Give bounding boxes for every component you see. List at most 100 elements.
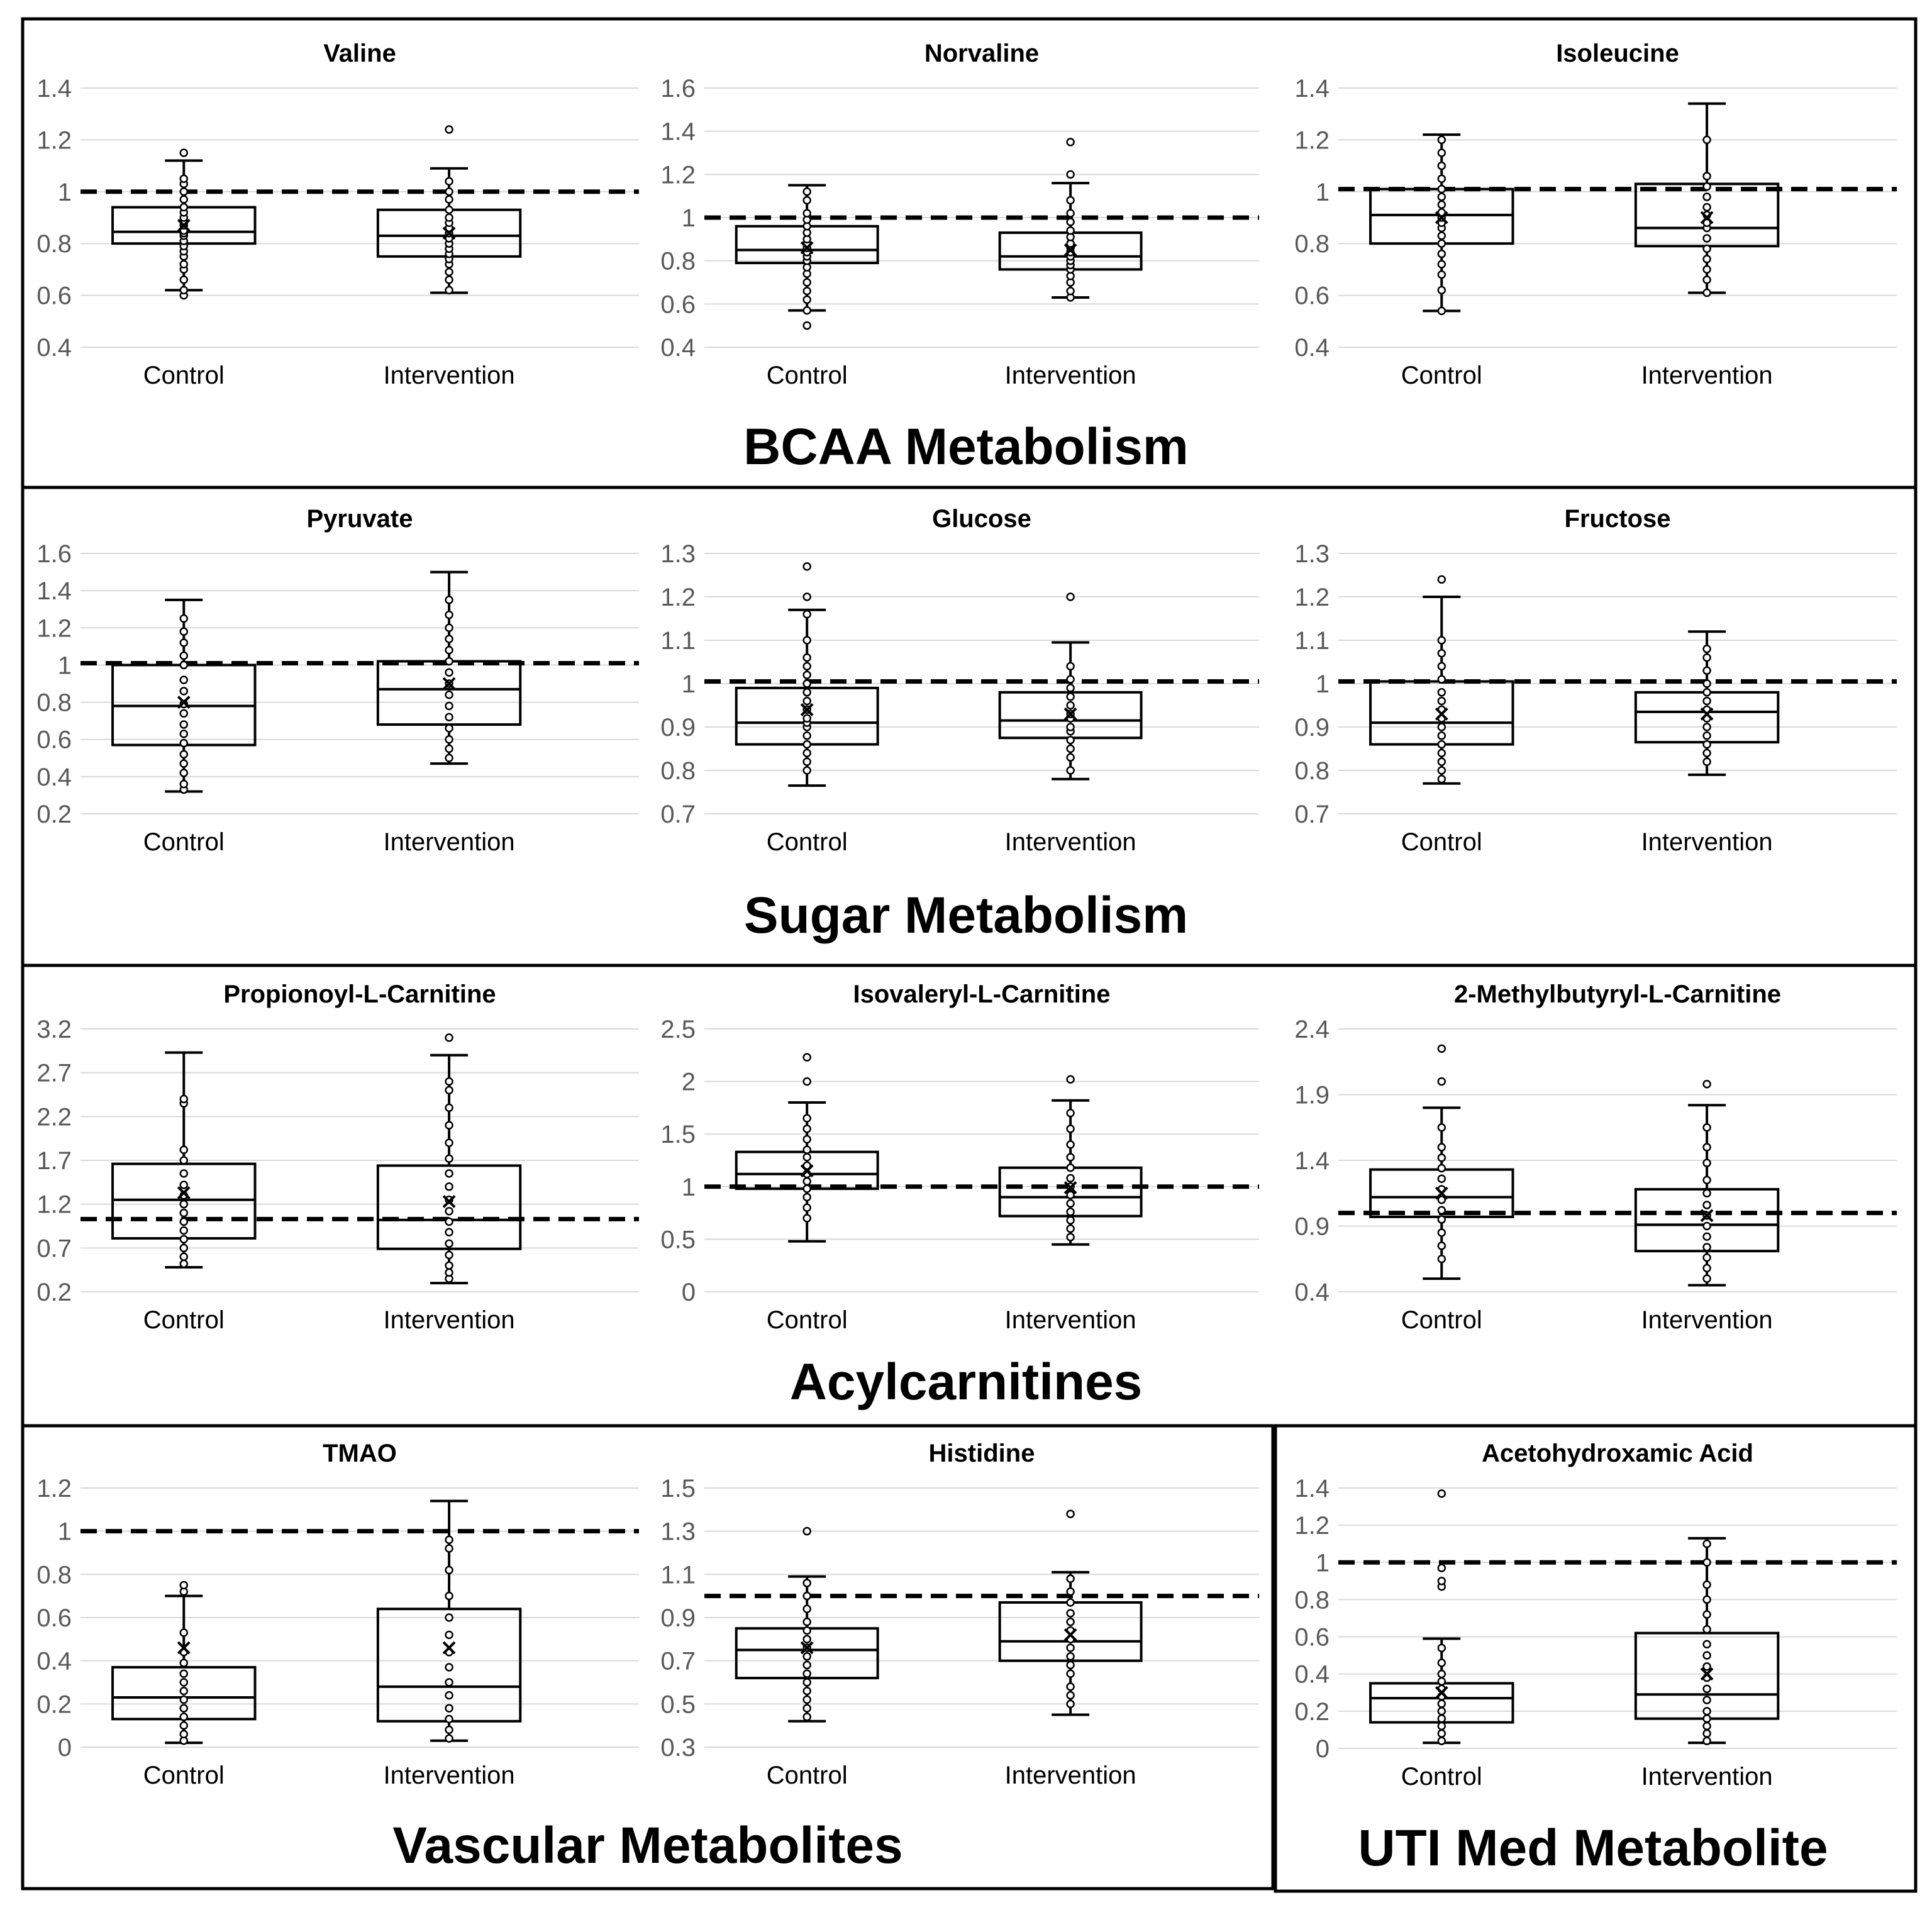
- y-tick-label: 0.6: [1294, 1624, 1330, 1652]
- data-point: [802, 609, 811, 619]
- data-point: [1437, 231, 1446, 240]
- y-tick-label: 1.4: [660, 118, 696, 146]
- data-point: [179, 1678, 189, 1687]
- data-point: [1437, 1123, 1446, 1132]
- data-point: [445, 1033, 453, 1042]
- data-point: [445, 1734, 453, 1743]
- data-point: [445, 1678, 453, 1687]
- data-point: [179, 1180, 189, 1189]
- category-label: Control: [767, 362, 848, 389]
- y-tick-label: 2: [682, 1069, 696, 1096]
- data-point: [1437, 1677, 1446, 1686]
- data-point: [1437, 1643, 1446, 1653]
- data-point: [1437, 1215, 1446, 1224]
- y-tick-label: 0.7: [660, 801, 696, 828]
- data-point: [179, 174, 189, 183]
- data-point: [179, 1235, 189, 1244]
- data-point: [1437, 184, 1446, 194]
- chart-title: Fructose: [1565, 505, 1671, 533]
- data-point: [1066, 1652, 1075, 1661]
- data-point: [1066, 1682, 1075, 1691]
- data-point: [802, 679, 811, 688]
- y-tick-label: 1.1: [660, 1561, 696, 1589]
- y-tick-label: 1.2: [36, 126, 72, 154]
- data-point: [1702, 1189, 1711, 1197]
- category-label: Control: [143, 1306, 225, 1334]
- data-point: [802, 196, 811, 205]
- data-point: [1437, 174, 1446, 183]
- data-point: [1066, 138, 1075, 147]
- box-control: Control: [1369, 1044, 1514, 1334]
- data-point: [1437, 1736, 1446, 1745]
- y-tick-label: 0.4: [36, 764, 72, 791]
- data-point: [445, 286, 453, 295]
- data-point: [179, 1658, 189, 1667]
- data-point: [179, 260, 189, 269]
- data-point: [179, 759, 189, 768]
- chart-panel-9: 2-Methylbutyryl-L-Carnitine 0.4 0.9 1.4 1.9 2…: [1294, 980, 1897, 1334]
- data-point: [1702, 288, 1711, 297]
- data-point: [802, 714, 811, 723]
- data-point: [179, 1217, 189, 1226]
- data-point: [179, 687, 189, 696]
- data-point: [179, 1259, 189, 1269]
- box-control: Control: [1369, 133, 1514, 389]
- data-point: [179, 1145, 189, 1155]
- y-tick-label: 3.2: [36, 1016, 72, 1043]
- data-point: [179, 1686, 189, 1696]
- y-tick-label: 1.6: [660, 75, 696, 103]
- y-tick-label: 0.4: [1294, 1661, 1330, 1689]
- y-tick-label: 1.7: [36, 1147, 72, 1175]
- data-point: [179, 1704, 189, 1713]
- y-tick-label: 1.2: [1294, 1512, 1330, 1540]
- y-tick-label: 0.2: [36, 1279, 72, 1306]
- data-point: [1066, 1699, 1075, 1709]
- mean-marker: [1700, 1209, 1714, 1223]
- chart-title: Isovaleryl-L-Carnitine: [853, 980, 1110, 1008]
- data-point: [802, 1695, 811, 1704]
- y-tick-label: 1.5: [660, 1475, 696, 1502]
- data-point: [1066, 744, 1075, 753]
- data-point: [1066, 1174, 1075, 1183]
- y-tick-label: 0.6: [1294, 282, 1330, 310]
- y-tick-label: 0.4: [660, 334, 696, 362]
- category-label: Control: [143, 828, 225, 856]
- data-point: [1066, 692, 1075, 701]
- data-point: [1066, 226, 1075, 235]
- category-label: Intervention: [1641, 828, 1773, 856]
- data-point: [802, 653, 811, 662]
- data-point: [1702, 265, 1711, 274]
- data-point: [1066, 753, 1075, 762]
- y-tick-label: 1.2: [660, 584, 696, 611]
- data-point: [445, 1182, 453, 1191]
- data-point: [802, 1660, 811, 1670]
- data-point: [1702, 1143, 1711, 1152]
- data-point: [1702, 653, 1711, 662]
- data-point: [1702, 1274, 1711, 1283]
- data-point: [1066, 209, 1075, 218]
- data-point: [1437, 200, 1446, 209]
- data-point: [802, 662, 811, 671]
- data-point: [1437, 688, 1446, 697]
- data-point: [1437, 306, 1446, 316]
- data-point: [1702, 723, 1711, 731]
- data-point: [802, 592, 811, 601]
- data-point: [445, 610, 453, 619]
- y-tick-label: 0.8: [1294, 1586, 1330, 1614]
- y-tick-label: 0.7: [660, 1648, 696, 1675]
- y-tick-label: 0.5: [660, 1691, 696, 1718]
- y-tick-label: 1.4: [1294, 75, 1330, 103]
- y-tick-label: 0.4: [36, 334, 72, 362]
- data-point: [179, 1721, 189, 1730]
- data-point: [179, 709, 189, 718]
- data-point: [1437, 1714, 1446, 1723]
- data-point: [445, 701, 453, 711]
- data-point: [1066, 1587, 1075, 1596]
- data-point: [445, 1591, 453, 1601]
- data-point: [802, 670, 811, 679]
- data-point: [445, 1228, 453, 1237]
- data-point: [179, 1252, 189, 1262]
- y-tick-label: 1.9: [1294, 1082, 1330, 1109]
- data-point: [802, 1652, 811, 1661]
